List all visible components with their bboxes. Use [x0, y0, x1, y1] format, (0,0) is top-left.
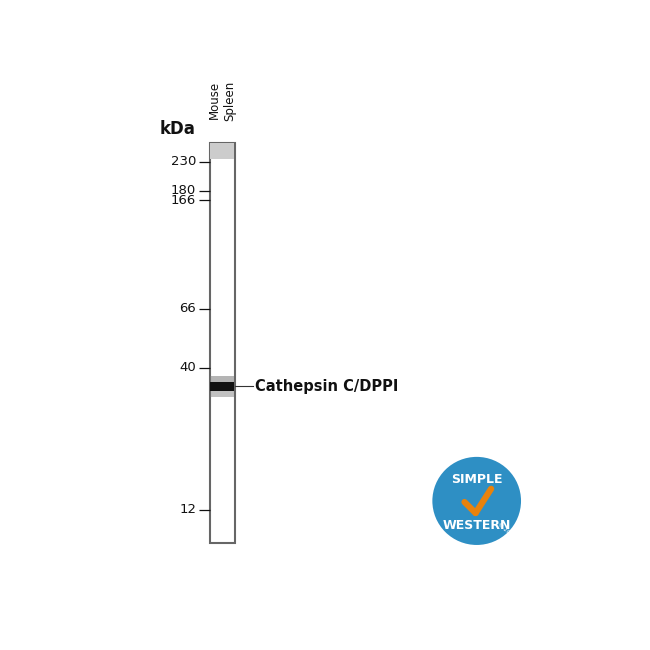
FancyBboxPatch shape: [210, 143, 235, 159]
FancyBboxPatch shape: [210, 143, 235, 543]
Text: 40: 40: [179, 361, 196, 374]
Text: © 2014: © 2014: [497, 522, 516, 540]
Text: kDa: kDa: [159, 120, 195, 138]
Text: SIMPLE: SIMPLE: [451, 473, 502, 486]
Text: 12: 12: [179, 503, 196, 516]
Text: Cathepsin C/DPPI: Cathepsin C/DPPI: [255, 378, 398, 394]
Text: 230: 230: [171, 155, 196, 168]
FancyBboxPatch shape: [210, 376, 235, 382]
Text: 180: 180: [171, 185, 196, 198]
Text: 66: 66: [179, 302, 196, 315]
FancyBboxPatch shape: [210, 391, 235, 396]
Text: WESTERN: WESTERN: [443, 519, 511, 532]
FancyBboxPatch shape: [210, 382, 235, 391]
Circle shape: [432, 457, 521, 545]
Text: Mouse
Spleen: Mouse Spleen: [208, 81, 237, 120]
Text: 166: 166: [171, 194, 196, 207]
